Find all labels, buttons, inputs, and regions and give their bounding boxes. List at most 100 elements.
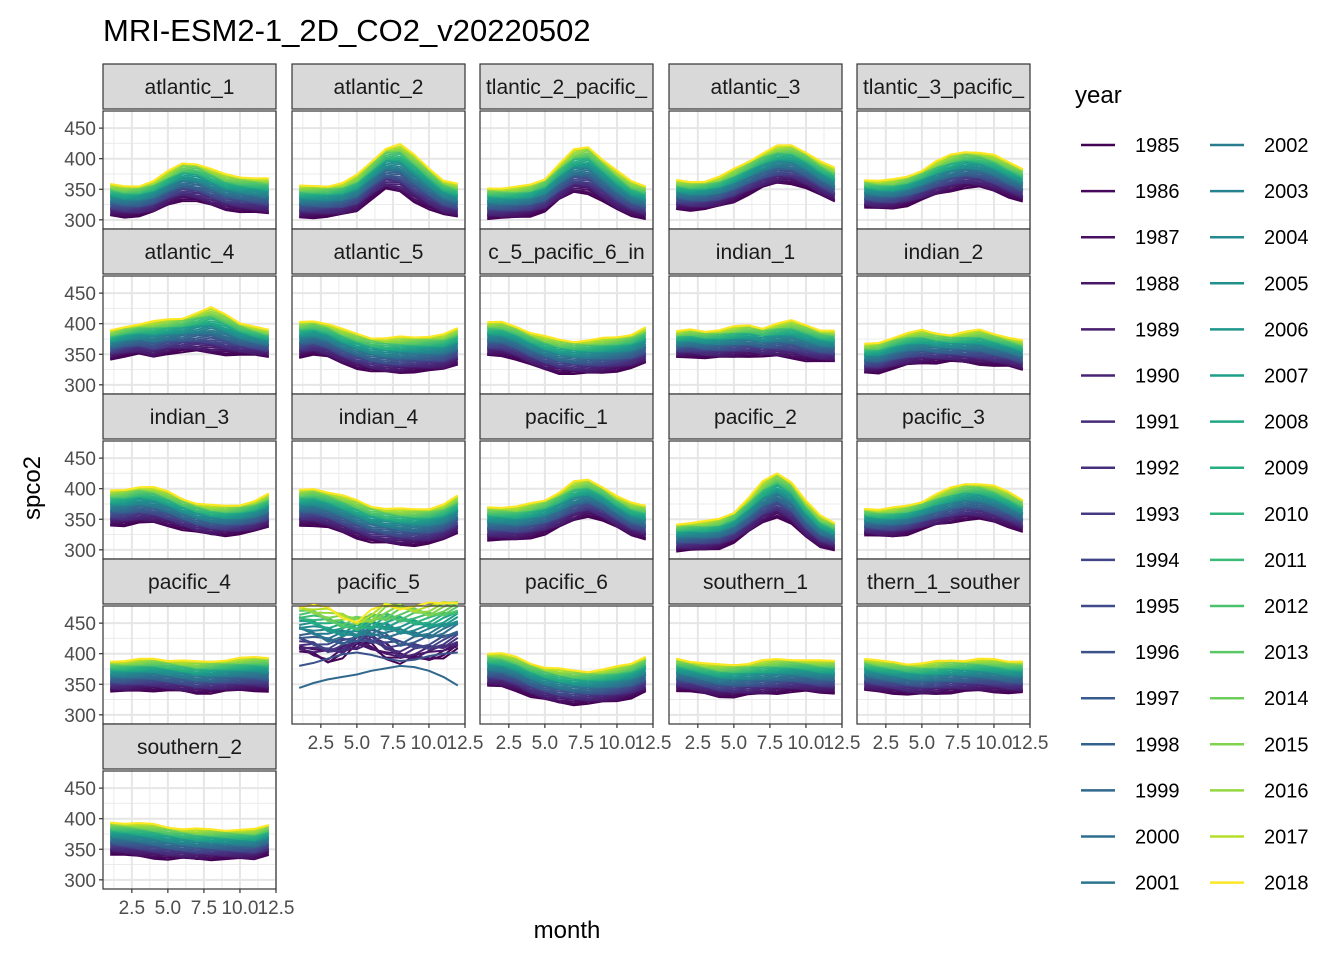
series-line-1997 [110,841,270,851]
series-line-1992 [110,513,270,532]
legend-item-2016: 2016 [1210,780,1309,802]
facet-strip [291,393,466,440]
series-line-2006 [109,323,270,343]
series-line-2017 [487,146,647,191]
series-line-1999 [110,183,269,206]
facet-panel-atlantic_3_pacific_2: tlantic_3_pacific_ [856,63,1031,230]
y-tick-label: 350 [64,180,96,201]
series-line-2006 [487,332,647,355]
series-line-1987 [487,352,647,374]
series-line-1998 [299,510,459,533]
facet-strip [668,558,843,605]
series-line-1988 [110,849,270,859]
series-line-2004 [487,165,647,203]
series-line-1986 [676,353,835,362]
series-line-2015 [864,152,1024,185]
legend-label: 2014 [1264,688,1309,710]
facet-strip [856,63,1031,110]
series-line-2002 [864,673,1023,681]
series-line-2007 [676,333,835,343]
series-line-2001 [298,621,459,640]
series-line-1988 [487,510,646,540]
series-lines [110,656,269,695]
legend-label: 2018 [1264,873,1309,895]
series-line-1988 [487,682,647,702]
series-line-1986 [110,519,270,537]
series-line-1994 [864,680,1023,688]
legend-item-2004: 2004 [1210,227,1309,249]
series-line-1996 [110,842,270,852]
series-line-1989 [487,185,647,217]
legend-item-1999: 1999 [1081,780,1180,802]
facet-strip [479,558,654,605]
series-line-1996 [299,342,459,364]
facet-panel-pacific_4: pacific_4 300 350 400 450 [64,558,277,727]
series-line-2006 [299,332,459,352]
x-tick-label: 5.0 [344,733,370,754]
series-line-2018 [110,821,270,832]
x-tick-label: 5.0 [532,733,558,754]
series-line-1992 [864,354,1024,369]
x-tick-label: 7.5 [191,898,217,919]
series-line-1997 [299,511,459,533]
legend-label: 1998 [1135,734,1180,756]
legend-item-2009: 2009 [1210,458,1309,480]
facet-strip-label: indian_4 [339,406,419,429]
series-line-2007 [864,340,1024,356]
legend-label: 1986 [1135,181,1180,203]
series-line-2013 [109,167,269,194]
facet-panel-atlantic_1: atlantic_1 300 350 400 450 [64,63,277,232]
facet-panel-southern_1_southern_2: thern_1_souther 2.5 5.0 7.5 10.0 12.5 [856,558,1048,754]
series-line-2009 [487,487,646,518]
series-line-2009 [298,611,458,630]
series-line-2002 [487,495,646,525]
series-lines [863,657,1023,696]
series-line-2005 [109,177,269,200]
facet-panel-atlantic_4: atlantic_4 300 350 400 450 [64,228,277,397]
series-line-1989 [676,684,835,694]
series-line-2016 [110,822,270,834]
series-line-1998 [676,341,835,351]
x-tick-label: 2.5 [496,733,522,754]
series-line-1990 [110,344,269,356]
legend-item-2007: 2007 [1210,366,1309,388]
plot-border [102,770,277,890]
series-line-1987 [487,682,647,704]
series-line-1991 [676,174,836,207]
facet-panel-atlantic_5_pacific_6_indian_1: c_5_pacific_6_in [479,228,654,395]
series-line-1990 [676,508,836,549]
series-line-2017 [675,657,835,667]
series-line-2000 [864,346,1024,362]
series-line-2014 [676,325,835,336]
series-line-2005 [110,323,270,343]
series-line-2011 [487,486,647,516]
series-line-2003 [676,490,836,538]
series-line-2015 [864,484,1024,513]
series-line-2001 [864,167,1024,197]
series-line-1988 [676,510,835,550]
series-line-2016 [864,483,1024,513]
legend-item-1990: 1990 [1081,366,1180,388]
series-line-2003 [864,166,1024,196]
facet-strip [856,228,1031,275]
legend-item-1998: 1998 [1081,734,1180,756]
legend-item-1993: 1993 [1081,504,1180,526]
facet-strip-label: pacific_2 [714,406,797,429]
series-line-1997 [487,174,647,210]
legend-item-1987: 1987 [1081,227,1180,249]
series-line-2010 [487,486,646,517]
series-lines [676,144,836,212]
series-line-1995 [110,842,270,853]
legend-item-2014: 2014 [1210,688,1309,710]
legend-label: 1996 [1135,642,1180,664]
legend-item-1989: 1989 [1081,319,1180,341]
legend-label: 2010 [1264,504,1309,526]
series-line-2008 [864,492,1024,519]
y-tick-label: 450 [64,614,96,635]
series-line-1993 [864,352,1024,368]
series-line-2018 [487,652,647,674]
series-line-2018 [487,146,647,190]
legend-item-2005: 2005 [1210,273,1309,295]
series-line-2016 [864,659,1023,668]
facet-panel-indian_1: indian_1 [668,228,843,395]
